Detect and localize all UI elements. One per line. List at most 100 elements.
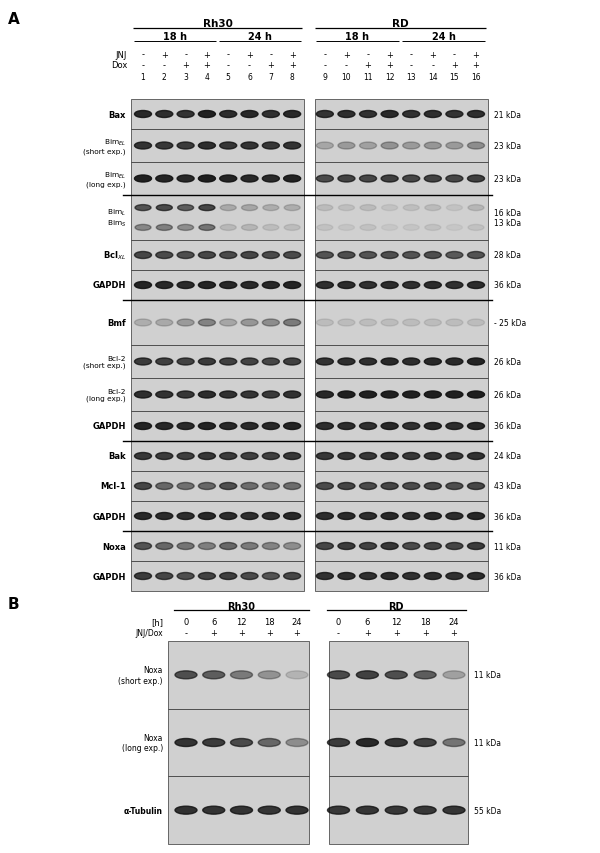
Ellipse shape xyxy=(468,225,484,231)
Text: 23 kDa: 23 kDa xyxy=(494,175,521,183)
Text: -: - xyxy=(163,61,166,71)
Bar xyxy=(315,561,488,591)
Text: Dox: Dox xyxy=(110,61,127,71)
Ellipse shape xyxy=(177,573,194,580)
Ellipse shape xyxy=(262,543,280,550)
Ellipse shape xyxy=(467,176,485,183)
Ellipse shape xyxy=(178,225,194,231)
Ellipse shape xyxy=(284,358,301,366)
Ellipse shape xyxy=(424,513,442,519)
Ellipse shape xyxy=(403,320,420,327)
Ellipse shape xyxy=(220,453,237,460)
Ellipse shape xyxy=(134,453,151,460)
Ellipse shape xyxy=(467,423,485,430)
Text: -: - xyxy=(323,61,326,71)
Ellipse shape xyxy=(403,453,420,460)
Ellipse shape xyxy=(199,320,215,327)
Bar xyxy=(315,345,488,379)
Text: GAPDH: GAPDH xyxy=(92,572,126,581)
Ellipse shape xyxy=(258,739,280,746)
Ellipse shape xyxy=(262,513,280,519)
Ellipse shape xyxy=(446,282,463,289)
Ellipse shape xyxy=(328,806,349,815)
Ellipse shape xyxy=(177,320,194,327)
Ellipse shape xyxy=(359,573,377,580)
Ellipse shape xyxy=(359,392,377,398)
Ellipse shape xyxy=(446,112,463,119)
Ellipse shape xyxy=(230,671,253,679)
Ellipse shape xyxy=(403,225,419,231)
Text: 24 kDa: 24 kDa xyxy=(494,452,521,461)
Text: -: - xyxy=(227,50,230,60)
Text: B: B xyxy=(8,596,20,612)
Ellipse shape xyxy=(284,483,301,490)
Ellipse shape xyxy=(381,483,398,490)
Ellipse shape xyxy=(338,142,355,150)
Ellipse shape xyxy=(317,225,333,231)
Ellipse shape xyxy=(403,282,420,289)
Ellipse shape xyxy=(241,358,258,366)
Text: -: - xyxy=(248,61,251,71)
Ellipse shape xyxy=(284,252,301,259)
Bar xyxy=(131,411,304,442)
Ellipse shape xyxy=(467,483,485,490)
Ellipse shape xyxy=(338,573,355,580)
Ellipse shape xyxy=(177,358,194,366)
Text: 24 h: 24 h xyxy=(431,32,455,42)
Ellipse shape xyxy=(403,252,420,259)
Text: 6: 6 xyxy=(247,73,252,83)
Text: +: + xyxy=(289,61,296,71)
Ellipse shape xyxy=(356,806,379,815)
Text: 12: 12 xyxy=(385,73,394,83)
Bar xyxy=(329,641,468,709)
Text: 16: 16 xyxy=(471,73,481,83)
Ellipse shape xyxy=(134,513,151,519)
Ellipse shape xyxy=(199,225,215,231)
Ellipse shape xyxy=(316,282,334,289)
Ellipse shape xyxy=(220,483,237,490)
Ellipse shape xyxy=(135,225,151,231)
Text: 3: 3 xyxy=(183,73,188,83)
Ellipse shape xyxy=(425,206,441,212)
Ellipse shape xyxy=(241,513,258,519)
Text: -: - xyxy=(431,61,434,71)
Ellipse shape xyxy=(356,671,379,679)
Ellipse shape xyxy=(203,671,225,679)
Ellipse shape xyxy=(338,176,355,183)
Ellipse shape xyxy=(263,206,279,212)
Ellipse shape xyxy=(328,671,349,679)
Ellipse shape xyxy=(356,739,379,746)
Text: 9: 9 xyxy=(322,73,327,83)
Bar xyxy=(131,502,304,531)
Ellipse shape xyxy=(359,282,377,289)
Bar xyxy=(315,379,488,411)
Ellipse shape xyxy=(359,543,377,550)
Ellipse shape xyxy=(284,206,300,212)
Ellipse shape xyxy=(241,483,258,490)
Ellipse shape xyxy=(382,206,398,212)
Ellipse shape xyxy=(175,739,197,746)
Text: +: + xyxy=(451,629,457,638)
Ellipse shape xyxy=(134,573,151,580)
Text: +: + xyxy=(364,629,371,638)
Ellipse shape xyxy=(467,573,485,580)
Bar xyxy=(131,472,304,502)
Ellipse shape xyxy=(262,358,280,366)
Ellipse shape xyxy=(258,671,280,679)
Text: 5: 5 xyxy=(226,73,230,83)
Ellipse shape xyxy=(403,358,420,366)
Text: -: - xyxy=(345,61,348,71)
Ellipse shape xyxy=(262,483,280,490)
Ellipse shape xyxy=(446,543,463,550)
Ellipse shape xyxy=(220,252,237,259)
Ellipse shape xyxy=(338,483,355,490)
Text: JNJ: JNJ xyxy=(116,50,127,60)
Ellipse shape xyxy=(338,358,355,366)
Text: +: + xyxy=(238,629,245,638)
Ellipse shape xyxy=(359,142,377,150)
Ellipse shape xyxy=(424,573,442,580)
Text: 11 kDa: 11 kDa xyxy=(474,670,501,680)
Ellipse shape xyxy=(424,423,442,430)
Ellipse shape xyxy=(424,252,442,259)
Text: +: + xyxy=(268,61,274,71)
